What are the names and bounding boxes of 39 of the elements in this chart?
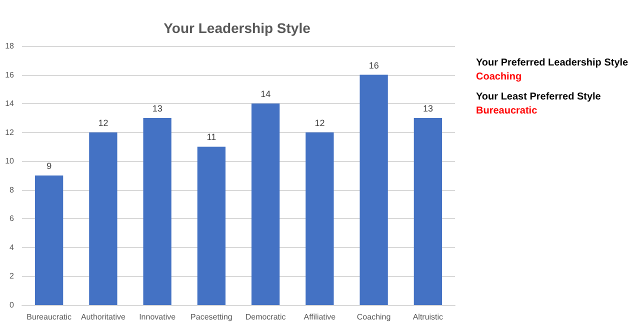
chart-title: Your Leadership Style	[164, 20, 311, 36]
bar	[89, 132, 118, 305]
y-tick-label: 0	[10, 300, 15, 310]
y-tick-label: 2	[10, 272, 15, 281]
data-label: 16	[368, 60, 379, 70]
text: Bureaucratic	[476, 106, 538, 116]
bar	[143, 118, 172, 305]
bar	[197, 146, 226, 305]
bar	[251, 104, 280, 305]
data-label: 14	[260, 89, 271, 100]
x-tick-label: Authoritative	[80, 312, 126, 322]
y-tick-label: 16	[5, 70, 15, 80]
bar	[414, 118, 442, 305]
y-tick-label: 12	[5, 128, 15, 137]
data-label: 11	[206, 132, 216, 142]
text: Your Preferred Leadership Style	[476, 58, 629, 68]
y-tick-label: 14	[5, 99, 15, 108]
data-label: 13	[152, 103, 162, 114]
text: Your Least Preferred Style	[476, 92, 602, 102]
y-tick-label: 8	[10, 185, 15, 194]
x-tick-label: Affiliative	[304, 312, 336, 322]
y-tick-label: 18	[5, 42, 15, 50]
x-tick-label: Democratic	[245, 312, 286, 322]
x-tick-label: Bureaucratic	[26, 312, 72, 322]
y-tick-label: 6	[10, 214, 15, 224]
bar	[34, 176, 64, 305]
bar	[360, 74, 388, 305]
x-tick-label: Altruistic	[412, 312, 444, 322]
data-label: 12	[98, 118, 108, 128]
x-tick-label: Innovative	[139, 312, 176, 322]
text: Coaching	[476, 72, 522, 82]
bar	[306, 132, 334, 305]
x-tick-label: Coaching	[356, 312, 391, 322]
data-label: 13	[422, 103, 433, 114]
y-tick-label: 4	[10, 242, 15, 252]
x-tick-label: Pacesetting	[190, 312, 232, 322]
y-tick-label: 10	[5, 156, 15, 166]
data-label: 12	[314, 118, 325, 128]
data-label: 9	[46, 161, 52, 171]
